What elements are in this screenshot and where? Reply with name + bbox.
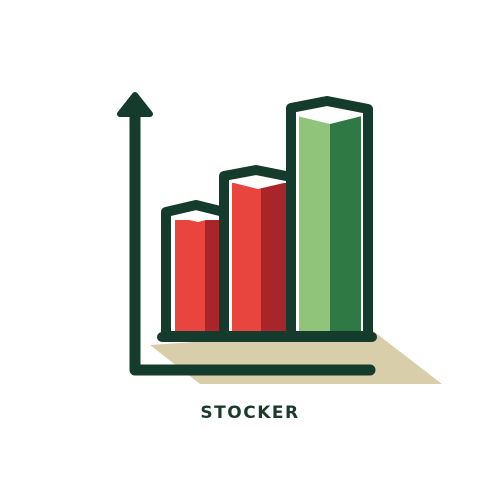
axis-arrowhead-icon <box>117 92 153 117</box>
chart-axes <box>129 110 376 376</box>
bar-3 <box>286 96 373 341</box>
brand-name: STOCKER <box>200 403 300 423</box>
bar-2 <box>219 165 296 341</box>
bar-1 <box>161 200 229 341</box>
